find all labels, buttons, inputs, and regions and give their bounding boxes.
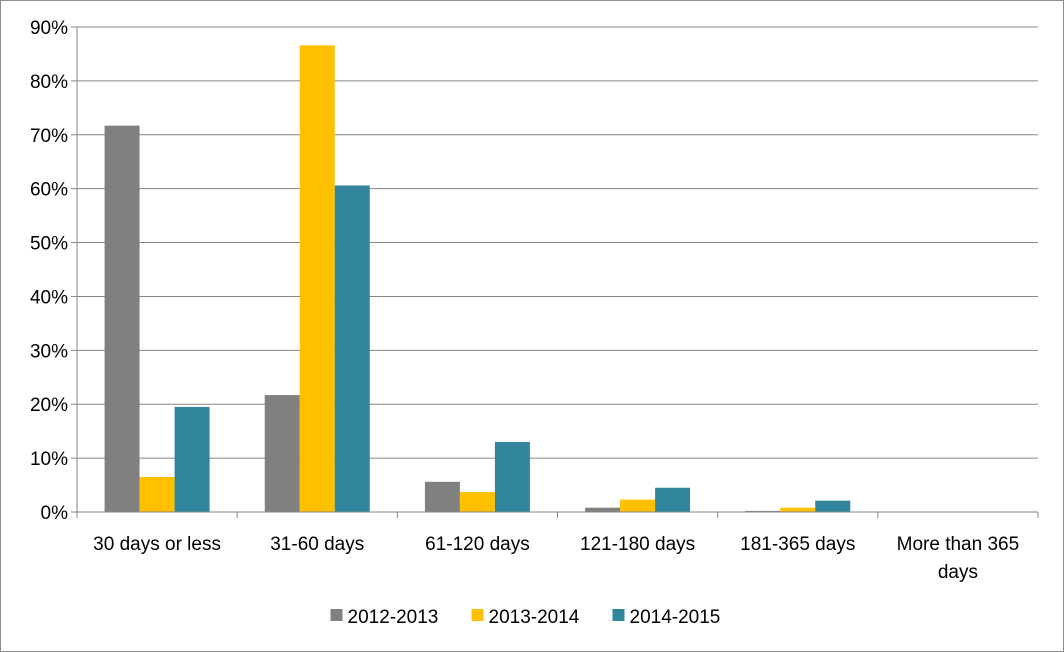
y-tick-label: 10% — [30, 449, 68, 470]
x-category-label: More than 365 — [897, 534, 1020, 555]
gridlines — [77, 26, 1038, 459]
x-category-label: 121-180 days — [580, 534, 695, 555]
y-tick-label: 40% — [30, 287, 68, 308]
bar-2013-2014-3 — [620, 499, 656, 512]
x-category-label: days — [938, 562, 978, 583]
y-tick-label: 80% — [30, 72, 68, 93]
bar-2012-2013-4 — [745, 510, 781, 512]
y-tick-label: 90% — [30, 18, 68, 39]
bar-2013-2014-4 — [780, 507, 816, 512]
x-category-label: 61-120 days — [425, 534, 530, 555]
bar-2012-2013-3 — [585, 507, 621, 512]
x-axis-category-labels: 30 days or less 31-60 days 61-120 days 121-… — [93, 534, 1019, 583]
y-tick-label: 30% — [30, 341, 68, 362]
legend-swatch-2012-2013 — [330, 609, 343, 621]
bar-2013-2014-2 — [459, 492, 495, 512]
legend-swatch-2013-2014 — [471, 609, 484, 621]
legend-label-2014-2015: 2014-2015 — [630, 607, 721, 628]
bars — [104, 45, 851, 512]
bar-2014-2015-4 — [815, 500, 851, 512]
bar-2014-2015-1 — [334, 185, 370, 512]
x-category-label: 30 days or less — [93, 534, 221, 555]
axes — [71, 26, 1039, 518]
bar-2014-2015-3 — [655, 487, 691, 512]
y-tick-label: 50% — [30, 234, 68, 255]
bar-2012-2013-0 — [104, 125, 140, 512]
y-tick-label: 70% — [30, 126, 68, 147]
bar-2013-2014-0 — [139, 476, 175, 512]
bar-2014-2015-2 — [494, 441, 530, 512]
y-tick-label: 0% — [41, 503, 69, 524]
legend-label-2012-2013: 2012-2013 — [348, 607, 439, 628]
y-tick-label: 20% — [30, 395, 68, 416]
bar-2014-2015-0 — [174, 406, 210, 512]
y-tick-label: 60% — [30, 180, 68, 201]
bar-2012-2013-1 — [264, 395, 300, 512]
legend-label-2013-2014: 2013-2014 — [489, 607, 580, 628]
bar-2013-2014-1 — [299, 45, 335, 512]
legend: 2012-2013 2013-2014 2014-2015 — [330, 607, 721, 628]
bar-2012-2013-2 — [424, 481, 460, 512]
y-axis-tick-labels: 0% 10% 20% 30% 40% 50% 60% 70% 80% 90% — [30, 18, 68, 524]
legend-swatch-2014-2015 — [612, 609, 625, 621]
x-category-label: 181-365 days — [740, 534, 855, 555]
x-category-label: 31-60 days — [270, 534, 364, 555]
